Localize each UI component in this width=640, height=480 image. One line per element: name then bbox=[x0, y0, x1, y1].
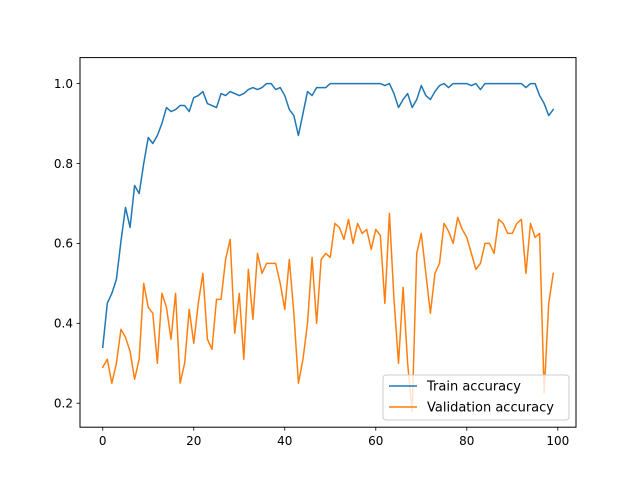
axes-frame bbox=[79, 57, 577, 428]
y-tick-label: 0.8 bbox=[54, 157, 73, 171]
legend-label-train: Train accuracy bbox=[426, 380, 521, 395]
x-tick-label: 60 bbox=[368, 434, 383, 448]
plot-area bbox=[101, 82, 555, 412]
legend-box bbox=[382, 374, 570, 421]
y-axis: 0.2 0.4 0.6 0.8 1.0 bbox=[54, 77, 80, 411]
legend-label-validation: Validation accuracy bbox=[427, 401, 554, 416]
x-axis: 0 20 40 60 80 100 bbox=[99, 427, 569, 448]
series-line-0 bbox=[101, 82, 555, 349]
legend: Train accuracy Validation accuracy bbox=[382, 374, 570, 421]
series-line-1 bbox=[101, 212, 555, 412]
y-tick-label: 0.6 bbox=[54, 237, 73, 251]
y-tick-label: 0.2 bbox=[54, 397, 73, 411]
x-tick-label: 40 bbox=[277, 434, 292, 448]
x-tick-label: 0 bbox=[99, 434, 107, 448]
x-tick-label: 100 bbox=[546, 434, 569, 448]
x-tick-label: 80 bbox=[459, 434, 474, 448]
y-tick-label: 1.0 bbox=[54, 77, 73, 91]
y-tick-label: 0.4 bbox=[54, 317, 73, 331]
x-tick-label: 20 bbox=[186, 434, 201, 448]
